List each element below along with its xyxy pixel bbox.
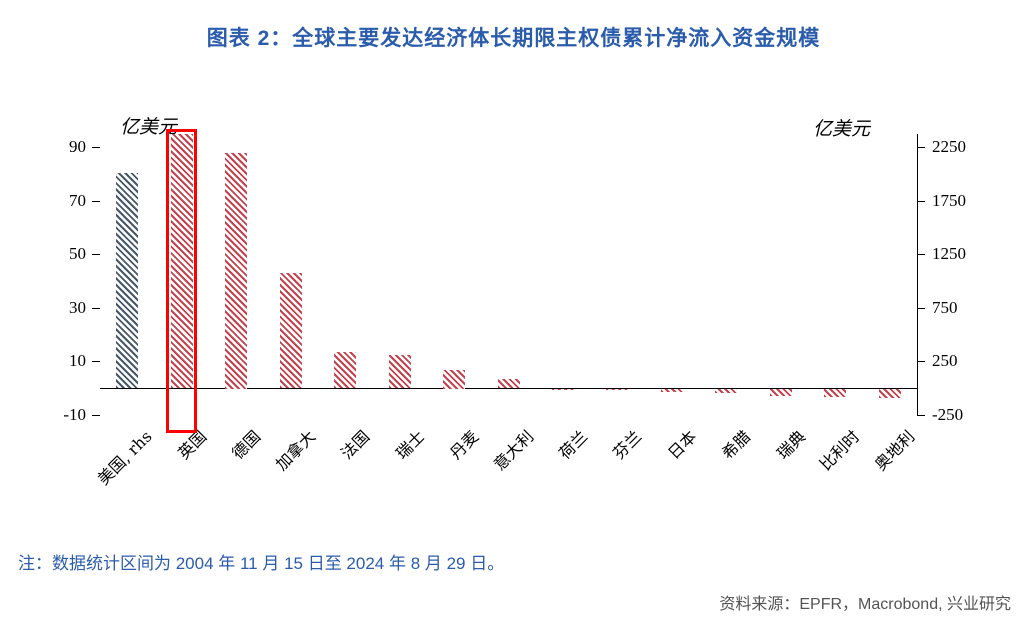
right-axis-tick-mark [917,361,925,362]
bar [334,352,356,388]
bar [824,389,846,397]
bar [552,389,574,390]
left-axis-tick-label: 90 [69,137,86,157]
right-axis-tick-mark [917,308,925,309]
left-axis-tick-label: 10 [69,351,86,371]
x-axis-category-label: 日本 [664,426,701,463]
left-axis-tick-mark [92,308,100,309]
x-axis-category-label: 希腊 [718,426,755,463]
left-axis-tick-label: 50 [69,244,86,264]
chart-title: 图表 2：全球主要发达经济体长期限主权债累计净流入资金规模 [206,27,821,50]
right-axis-tick-mark [917,254,925,255]
bar [498,379,520,388]
left-axis-tick-mark [92,201,100,202]
right-axis-tick-label: 2250 [932,137,966,157]
left-axis-tick-label: 30 [69,297,86,317]
source-text: 资料来源：EPFR，Macrobond, 兴业研究 [719,596,1011,613]
right-axis-tick-label: 1750 [932,190,966,210]
right-axis-unit-label: 亿美元 [813,118,871,140]
bar [879,389,901,398]
right-axis-tick-label: 1250 [932,244,966,264]
bar [606,389,628,390]
left-axis-tick-mark [92,361,100,362]
bar [661,389,683,392]
bar [443,370,465,389]
x-axis-category-label: 意大利 [489,426,538,475]
bar [389,355,411,388]
left-axis-tick-mark [92,147,100,148]
left-axis-tick-mark [92,254,100,255]
x-axis-line [100,388,917,389]
x-axis-category-label: 比利时 [815,426,864,475]
bar [116,173,138,388]
x-axis-category-label: 瑞典 [773,426,810,463]
right-axis-tick-mark [917,201,925,202]
right-axis-tick-label: 250 [932,351,958,371]
left-axis-unit-label: 亿美元 [120,116,178,138]
bar [171,134,193,388]
left-axis-tick-mark [92,415,100,416]
right-axis-tick-mark [917,147,925,148]
x-axis-category-label: 法国 [337,426,374,463]
bar [715,389,737,393]
right-axis-tick-label: 750 [932,297,958,317]
note-text: 注：数据统计区间为 2004 年 11 月 15 日至 2024 年 8 月 2… [18,554,505,573]
left-axis-tick-label: -10 [63,405,86,424]
bar [770,389,792,396]
x-axis-category-label: 加拿大 [271,426,320,475]
x-axis-category-label: 美国, rhs [93,426,156,489]
bar [280,273,302,388]
bar [225,153,247,389]
x-axis-category-label: 丹麦 [446,426,483,463]
right-axis-tick-mark [917,415,925,416]
right-axis-tick-label: -250 [932,405,964,424]
x-axis-category-label: 德国 [228,426,265,463]
left-axis-tick-label: 70 [69,190,86,210]
x-axis-category-label: 芬兰 [609,426,646,463]
x-axis-category-label: 荷兰 [555,426,592,463]
x-axis-category-label: 奥地利 [870,426,919,475]
x-axis-category-label: 瑞士 [392,426,429,463]
right-y-axis-line [917,134,918,415]
highlight-box [166,129,197,433]
